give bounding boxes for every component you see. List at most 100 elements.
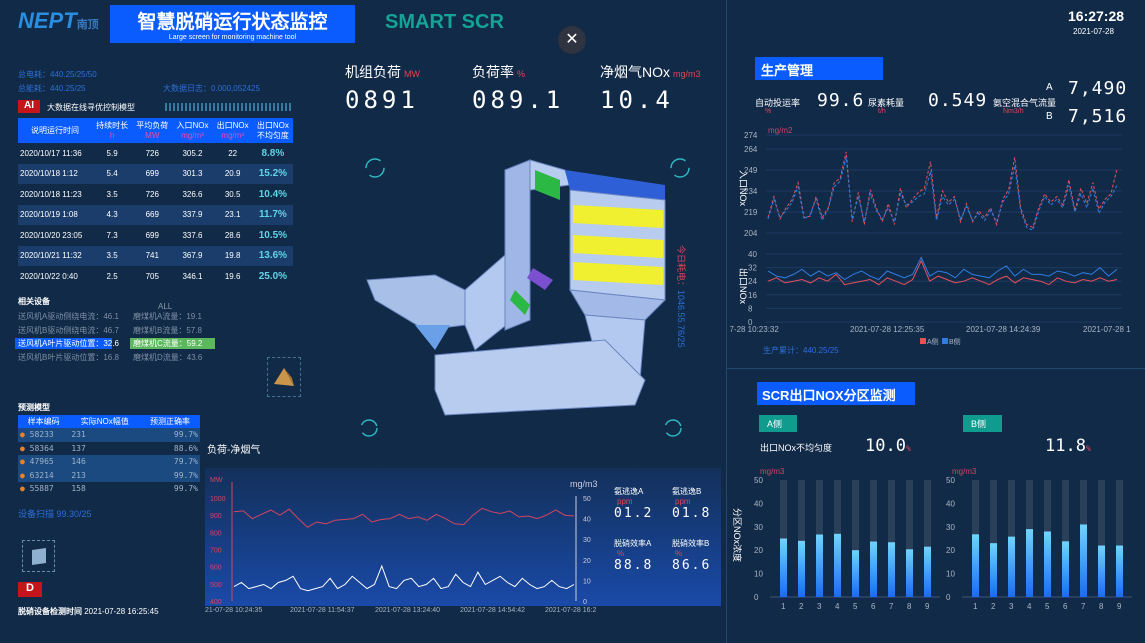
bar[interactable] (1098, 545, 1105, 597)
bar[interactable] (780, 538, 787, 598)
table-cell: 5.9 (106, 148, 118, 158)
loading-ring-icon (670, 158, 690, 178)
ai-title: 大数据在线寻优控制模型 (47, 103, 135, 112)
bar[interactable] (1116, 545, 1123, 597)
kpi-label: 负荷率% (472, 62, 525, 82)
bar[interactable] (870, 541, 877, 597)
table-cell: 705 (145, 271, 159, 281)
table-row[interactable]: ● 58233 231 99.7% (18, 428, 200, 442)
column-header: 出口NOx (216, 120, 249, 130)
table-row[interactable]: 2020/10/18 11:23 3.5 726 326.6 30.5 10.4% (18, 184, 293, 205)
tick-label: 219 (744, 208, 758, 217)
category-label: 9 (1117, 602, 1122, 611)
bar[interactable] (1044, 531, 1051, 597)
table-cell: 11.7% (258, 209, 287, 221)
equipment-item[interactable]: 磨煤机A流量：19.1 (133, 312, 202, 321)
equipment-item[interactable]: 磨煤机C流量：59.2 (130, 338, 215, 349)
table-row[interactable]: ● 55887 158 99.7% (18, 482, 200, 496)
table-cell: 2020/10/17 11:36 (20, 148, 82, 158)
bar[interactable] (798, 540, 805, 597)
bullet-icon: ● (20, 484, 30, 494)
bar[interactable] (1062, 541, 1069, 597)
table-row[interactable]: 2020/10/22 0:40 2.5 705 346.1 19.6 25.0% (18, 266, 293, 287)
y-axis-label: 分区NOx浓度 (732, 508, 743, 562)
table-row[interactable]: ● 63214 213 99.7% (18, 468, 200, 482)
category-label: 2 (991, 602, 996, 611)
category-label: 8 (1099, 602, 1104, 611)
column-unit: mg/m³ (181, 130, 204, 140)
tick-label: 30 (754, 523, 763, 532)
table-cell: 30.5 (224, 189, 241, 199)
tick-label: 2021-07-28 1 (1083, 325, 1131, 334)
bar[interactable] (906, 549, 913, 597)
table-cell: 305.2 (182, 148, 203, 158)
logo-text: NEPT (18, 8, 77, 33)
cell-text: 231 (71, 430, 86, 440)
bar[interactable] (888, 542, 895, 597)
bar[interactable] (834, 533, 841, 597)
table-row[interactable]: 2020/10/19 1:08 4.3 669 337.9 23.1 11.7% (18, 204, 293, 225)
bar[interactable] (972, 534, 979, 597)
equipment-all[interactable]: ALL (158, 302, 173, 311)
table-row[interactable]: ● 58364 137 88.6% (18, 442, 200, 456)
bar[interactable] (816, 534, 823, 597)
load-chart-title: 负荷-净烟气 (207, 445, 261, 456)
table-cell: 19.8 (224, 251, 241, 261)
equipment-item[interactable]: 送风机A叶片驱动位置：32.6 (15, 338, 119, 349)
y-axis-label: 入口NOx (738, 170, 748, 207)
load-series-line (233, 507, 575, 528)
flow-b-label: B (1046, 111, 1053, 122)
equipment-item[interactable]: 磨煤机D流量：43.6 (133, 352, 203, 362)
equipment-title: 相关设备 (18, 297, 50, 306)
table-row[interactable]: 2020/10/21 11:32 3.5 741 367.9 19.8 13.6% (18, 245, 293, 266)
bar[interactable] (990, 543, 997, 597)
table-row[interactable]: 2020/10/18 1:12 5.4 699 301.3 20.9 15.2% (18, 163, 293, 184)
tick-label: 0 (754, 593, 759, 602)
table-cell: 669 (145, 210, 159, 220)
bar-background (798, 480, 805, 597)
table-cell: 2020/10/22 0:40 (20, 271, 78, 281)
tag-a-side[interactable]: A侧 (759, 415, 797, 432)
category-label: 8 (907, 602, 912, 611)
loading-ring-icon (365, 158, 385, 178)
tick-label: 2021-07-28 13:24:40 (375, 607, 440, 614)
category-label: 5 (853, 602, 858, 611)
bullet-icon: ● (20, 430, 30, 440)
table-row[interactable]: 2020/10/20 23:05 7.3 699 337.6 28.6 10.5% (18, 225, 293, 246)
table-row[interactable]: 2020/10/17 11:36 5.9 726 305.2 22 8.8% (18, 143, 293, 164)
right-hline (727, 368, 1145, 369)
close-icon: ✕ (565, 31, 579, 48)
close-button[interactable]: ✕ (558, 26, 586, 54)
bar[interactable] (924, 546, 931, 597)
tag-b-side[interactable]: B侧 (963, 415, 1002, 432)
kpi-label: 净烟气NOx mg/m3 (600, 62, 701, 82)
uneven-b-value: 11.8 (1045, 436, 1086, 456)
stat-label: 氨逃逸B (672, 487, 702, 496)
table-cell: 741 (145, 251, 159, 261)
kpi-label-text: 净烟气NOx (600, 64, 670, 80)
equipment-item[interactable]: 送风机B叶片驱动位置：16.8 (18, 352, 119, 362)
uneven-b-unit: % (1085, 444, 1091, 453)
table-cell: 2020/10/19 1:08 (20, 210, 78, 220)
outlet-nox-line (767, 259, 1118, 286)
cell-text: 55887 (29, 484, 54, 494)
table-cell: 99.7% (140, 482, 200, 496)
bar[interactable] (852, 550, 859, 597)
bar[interactable] (1026, 529, 1033, 597)
table-row[interactable]: ● 47965 146 79.7% (18, 455, 200, 469)
category-label: 9 (925, 602, 930, 611)
category-label: 1 (781, 602, 786, 611)
loading-ring-icon (664, 419, 682, 437)
table-cell: 2020/10/18 11:23 (20, 189, 82, 199)
kpi-unit: % (517, 69, 526, 79)
equipment-item[interactable]: 送风机B驱动侧绕电流：46.7 (18, 325, 119, 335)
bar[interactable] (1008, 536, 1015, 597)
equipment-item[interactable]: 磨煤机B流量：57.8 (133, 325, 202, 335)
tick-label: 30 (583, 537, 591, 544)
equipment-item[interactable]: 送风机A驱动侧绕电流：46.1 (18, 312, 119, 321)
tick-label: 0 (946, 593, 951, 602)
bar[interactable] (1080, 524, 1087, 597)
load-chart: MW mg/m3 400 500 600 700 800 900 1000 0 10 20 30 40 50… (205, 477, 598, 614)
table-cell: ● 58364 (18, 442, 69, 456)
tick-label: 40 (748, 250, 757, 259)
